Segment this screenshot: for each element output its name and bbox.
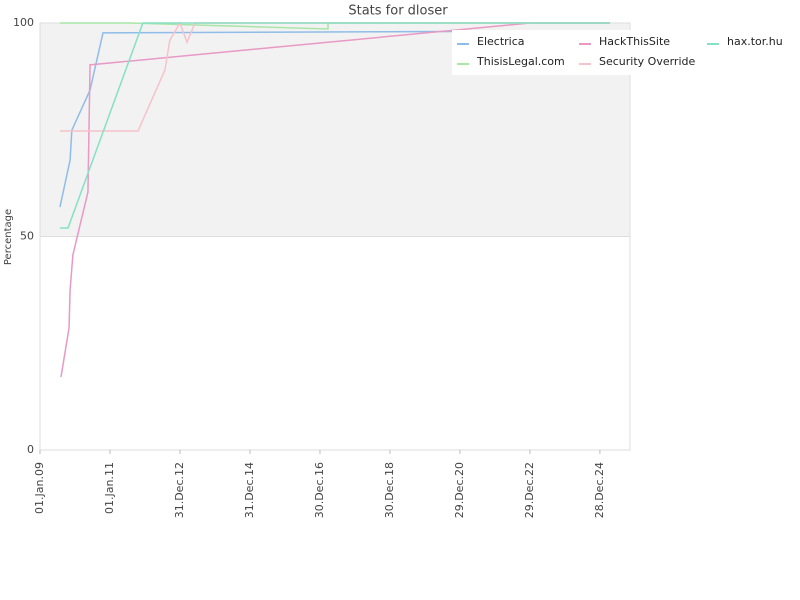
- series-line: [59, 21, 611, 132]
- legend-box: [452, 30, 782, 75]
- series-line: [59, 22, 611, 229]
- x-tick-label: 29.Dec.22: [523, 462, 536, 518]
- x-tick-label: 31.Dec.14: [243, 462, 256, 518]
- x-tick-label: 30.Dec.18: [383, 462, 396, 518]
- chart-title: Stats for dloser: [348, 4, 448, 19]
- x-tick-label: 01.Jan.09: [33, 462, 46, 514]
- y-tick-label: 0: [27, 443, 34, 456]
- legend-label: Electrica: [477, 35, 525, 48]
- legend-label: HackThisSite: [599, 35, 670, 48]
- legend-label: ThisisLegal.com: [476, 55, 565, 68]
- y-tick-label: 100: [13, 16, 34, 29]
- x-tick-label: 28.Dec.24: [593, 462, 606, 518]
- series-line: [59, 30, 456, 208]
- legend-label: Security Override: [599, 55, 695, 68]
- x-tick-label: 31.Dec.12: [173, 462, 186, 518]
- legend-label: hax.tor.hu: [727, 35, 783, 48]
- y-tick-label: 50: [20, 230, 34, 243]
- y-axis-label: Percentage: [3, 209, 14, 265]
- x-tick-label: 30.Dec.16: [313, 462, 326, 518]
- x-tick-label: 29.Dec.20: [453, 462, 466, 518]
- x-tick-label: 01.Jan.11: [103, 462, 116, 514]
- series-line: [60, 22, 611, 378]
